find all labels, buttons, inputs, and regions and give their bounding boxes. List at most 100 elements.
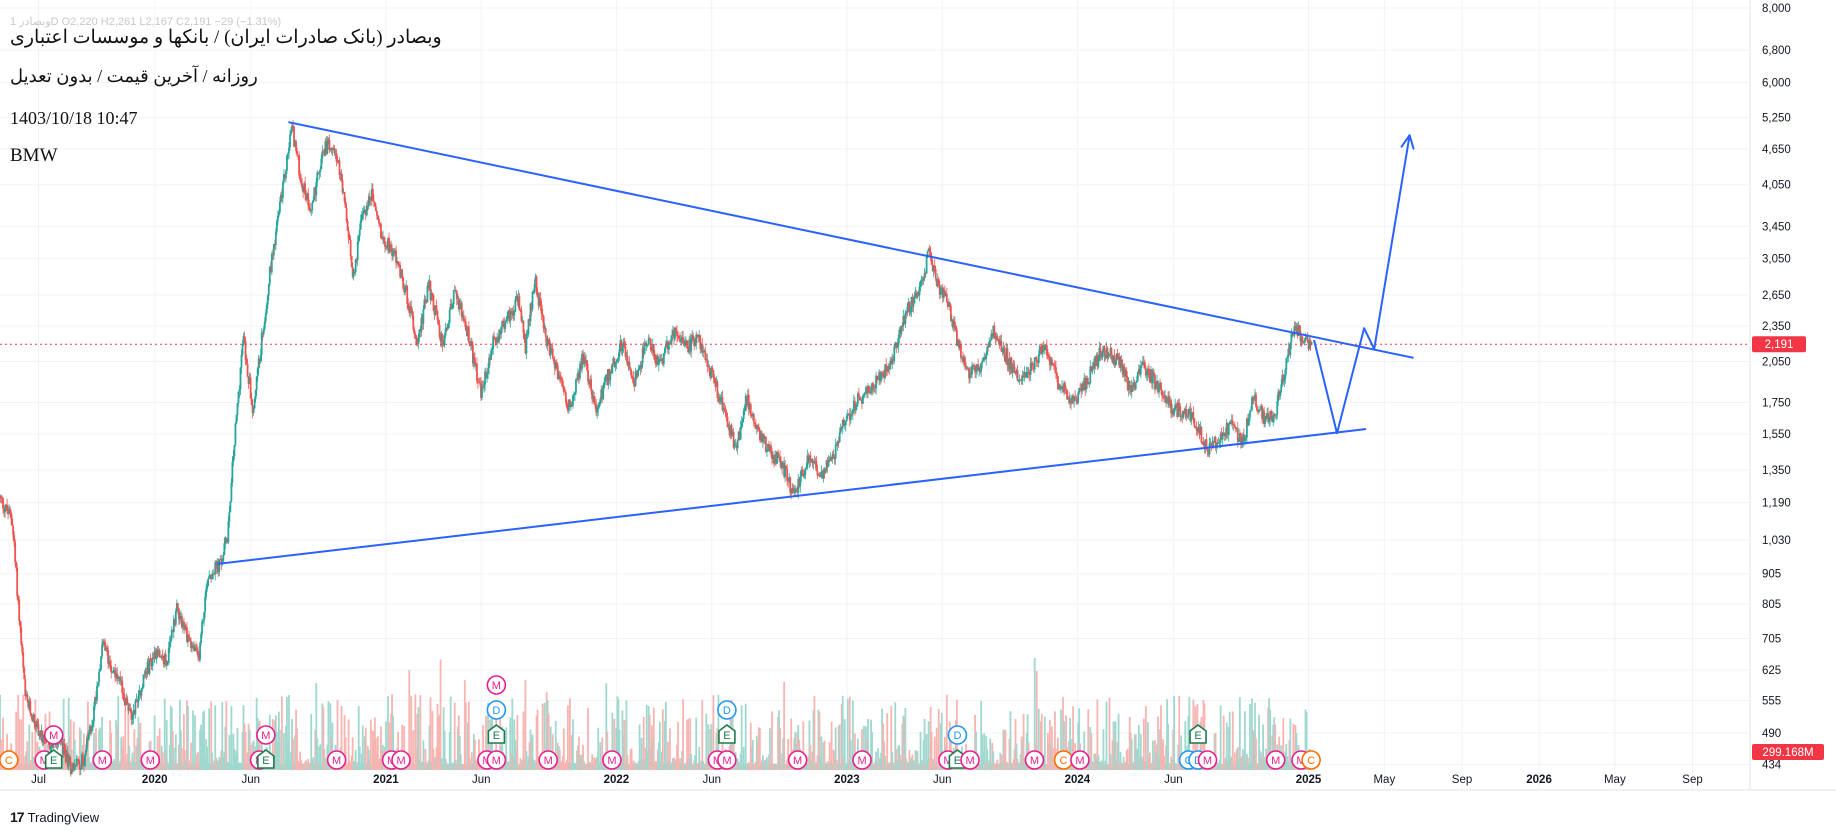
volume-bar xyxy=(1065,715,1067,770)
candle-body xyxy=(640,363,643,369)
candle-body xyxy=(888,366,891,369)
event-marker-m-icon[interactable]: M xyxy=(1197,750,1218,770)
event-marker-m-icon[interactable]: M xyxy=(92,750,113,770)
event-marker-m-icon[interactable]: M xyxy=(486,750,507,770)
event-marker-e-icon[interactable]: E xyxy=(257,749,275,769)
candle-body xyxy=(964,357,966,366)
volume-bar xyxy=(559,762,562,770)
candle-body xyxy=(308,205,311,209)
candle-body xyxy=(288,147,290,153)
candle-body xyxy=(1057,376,1059,390)
event-marker-c-icon[interactable]: C xyxy=(0,750,19,770)
event-marker-m-icon[interactable]: M xyxy=(538,750,558,770)
candle-body xyxy=(1056,372,1058,377)
trendline-lower[interactable] xyxy=(216,428,1367,565)
event-marker-m-icon[interactable]: M xyxy=(717,750,737,770)
candle-body xyxy=(414,333,417,336)
volume-bar xyxy=(1167,724,1169,770)
price-tick-label: 4,050 xyxy=(1762,180,1791,192)
candle-body xyxy=(1259,409,1261,411)
price-axis[interactable]: 8,0006,8006,0005,2504,6504,0503,4503,050… xyxy=(1752,3,1824,771)
event-marker-e-icon[interactable]: E xyxy=(487,724,506,744)
event-marker-d-icon[interactable]: D xyxy=(947,725,968,745)
event-marker-m-icon[interactable]: M xyxy=(140,750,161,770)
candle-body xyxy=(1166,401,1168,403)
candle-body xyxy=(651,344,654,352)
event-marker-m-icon[interactable]: M xyxy=(602,750,622,770)
tradingview-logo[interactable]: 17 TradingView xyxy=(10,809,99,825)
candle-body xyxy=(1098,347,1101,362)
trendline-upper[interactable] xyxy=(288,121,1414,359)
volume-bar xyxy=(513,719,516,770)
event-marker-m-icon[interactable]: M xyxy=(787,750,808,770)
candle-body xyxy=(948,302,951,306)
volume-bar xyxy=(227,763,230,770)
event-marker-m-icon[interactable]: M xyxy=(852,750,872,770)
candle-body xyxy=(536,293,539,297)
event-marker-d-icon[interactable]: D xyxy=(717,700,737,720)
candle-body xyxy=(61,743,64,755)
event-marker-e-icon[interactable]: E xyxy=(1189,724,1207,744)
candle-body xyxy=(1113,355,1116,366)
candle-body xyxy=(1183,410,1186,414)
candle-body xyxy=(929,251,932,259)
volume-bar xyxy=(305,760,308,770)
tradingview-logo-text: TradingView xyxy=(27,809,100,825)
candle-body xyxy=(989,340,992,343)
event-marker-m-icon[interactable]: M xyxy=(1070,750,1090,770)
candle-body xyxy=(381,238,383,239)
volume-bar xyxy=(129,761,132,770)
volume-bar xyxy=(456,726,459,770)
volume-bar xyxy=(990,762,993,770)
volume-bar xyxy=(632,760,635,770)
candle-body xyxy=(96,685,98,701)
volume-bar xyxy=(224,726,227,770)
volume-bar xyxy=(925,734,928,770)
trendlines[interactable] xyxy=(216,121,1415,565)
event-marker-m-icon[interactable]: M xyxy=(1024,750,1045,770)
event-marker-e-icon[interactable]: E xyxy=(718,724,736,744)
volume-bar xyxy=(805,763,808,770)
volume-bar xyxy=(217,762,220,770)
volume-bar xyxy=(778,710,780,770)
candle-body xyxy=(834,444,837,459)
candle-body xyxy=(1032,365,1035,370)
candle-body xyxy=(470,341,473,346)
event-marker-m-icon[interactable]: M xyxy=(256,725,276,745)
event-marker-m-icon[interactable]: M xyxy=(960,750,980,770)
candle-body xyxy=(1197,426,1200,432)
time-tick-label: Sep xyxy=(1452,774,1472,786)
candle-body xyxy=(180,615,183,628)
candle-body xyxy=(704,350,707,360)
candle-body xyxy=(692,335,695,341)
candle-body xyxy=(208,575,211,579)
candle-body xyxy=(1153,372,1155,375)
candle-body xyxy=(366,205,369,207)
event-marker-c-icon[interactable]: C xyxy=(1053,750,1074,770)
candle-body xyxy=(1227,424,1230,435)
event-marker-e-icon[interactable]: E xyxy=(44,749,63,769)
event-marker-m-icon[interactable]: M xyxy=(391,750,411,770)
candle-body xyxy=(672,330,674,336)
candle-body xyxy=(797,479,800,493)
volume-bar xyxy=(821,763,824,770)
event-marker-m-icon[interactable]: M xyxy=(326,750,347,770)
event-marker-m-icon[interactable]: M xyxy=(43,725,64,745)
event-marker-c-icon[interactable]: C xyxy=(1301,750,1321,770)
candle-body xyxy=(917,292,920,296)
event-markers[interactable]: CMEMMMMEMMMMMMEDMMMMMEDMMMEDMMCMCDEMMMC xyxy=(0,675,1321,770)
candle-body xyxy=(304,183,307,195)
volume-bar xyxy=(301,763,304,770)
event-marker-m-icon[interactable]: M xyxy=(1265,750,1286,770)
event-marker-d-icon[interactable]: D xyxy=(486,700,507,720)
volume-bar xyxy=(344,737,347,770)
volume-bar xyxy=(581,753,583,770)
candle-body xyxy=(952,321,955,328)
time-axis[interactable]: Jul 2020 Jun 2021 Jun 2022 Jun 2023 Jun 2024 Jun 20… xyxy=(31,774,1703,786)
event-marker-m-icon[interactable]: M xyxy=(486,675,507,695)
event-marker-shape xyxy=(1024,750,1045,770)
candle-body xyxy=(1295,326,1298,331)
candle-body xyxy=(1026,371,1029,373)
trendline-projection[interactable] xyxy=(1313,134,1411,435)
